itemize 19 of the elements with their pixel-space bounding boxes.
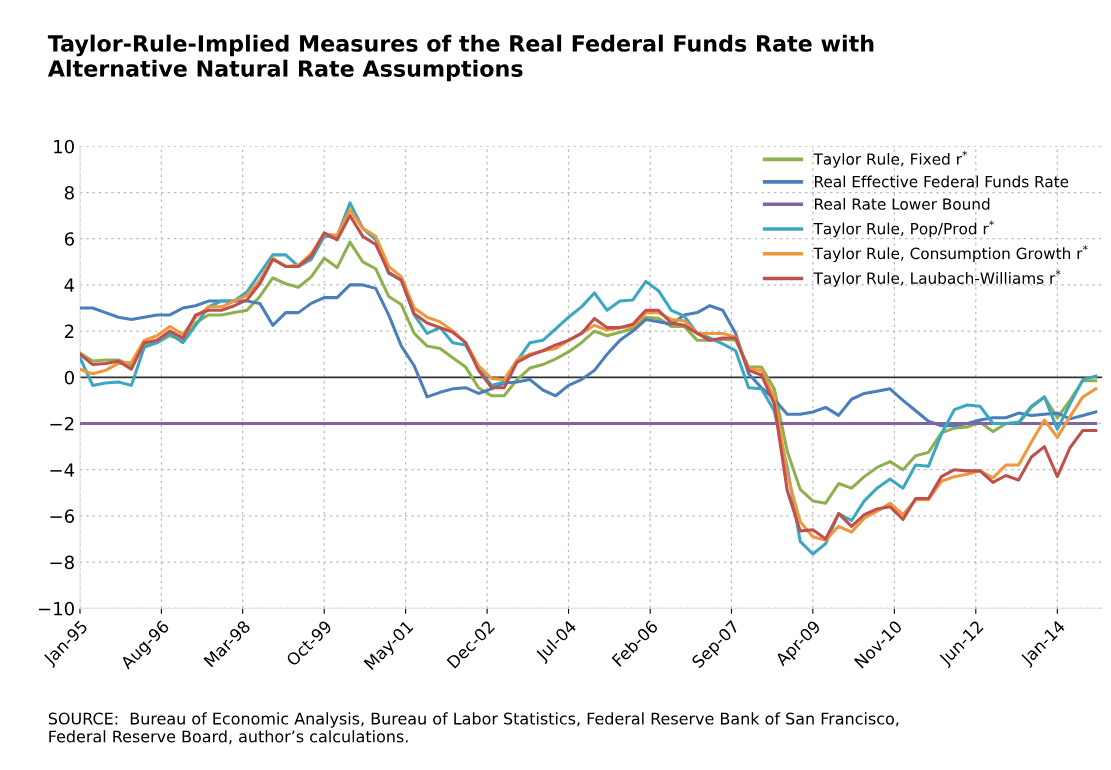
y-tick-label: 0: [64, 370, 74, 385]
legend-label: Taylor Rule, Pop/Prod r$^{*}$: [813, 220, 994, 238]
y-tick-label: 8: [64, 185, 74, 200]
chart-title: Taylor-Rule-Implied Measures of the Real Federal Funds Rate with Alternative Natural Rate Assumptions: [47, 34, 874, 82]
y-tick-label: 6: [64, 232, 74, 246]
y-tick-label: 10: [54, 139, 74, 154]
y-tick-label: −10: [38, 601, 74, 616]
legend-label: Taylor Rule, Consumption Growth r$^{*}$: [813, 245, 1088, 263]
y-tick-label: −6: [50, 509, 74, 524]
y-tick-label: −4: [50, 463, 75, 477]
y-tick-label: 4: [64, 278, 75, 292]
legend-label: Real Rate Lower Bound: [815, 197, 990, 210]
legend-label: Real Effective Federal Funds Rate: [815, 175, 1069, 188]
source-note: SOURCE: Bureau of Economic Analysis, Bureau of Labor Statistics, Federal Reserve Bank of San Francisco, Federal Reserve Board, author’s calculations.: [48, 712, 899, 745]
y-tick-label: 2: [64, 324, 74, 338]
legend-label: Taylor Rule, Laubach-Williams r$^{*}$: [813, 269, 1061, 287]
legend-label: Taylor Rule, Fixed r$^{*}$: [813, 150, 968, 168]
y-tick-label: −8: [50, 555, 74, 570]
y-tick-label: −2: [50, 416, 74, 431]
